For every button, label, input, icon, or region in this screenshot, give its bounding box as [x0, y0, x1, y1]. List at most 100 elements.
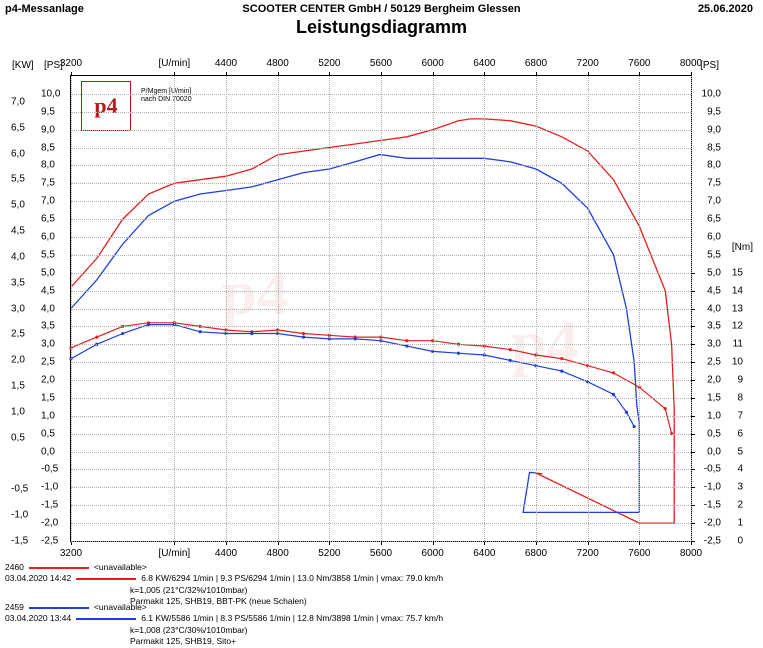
header-center: SCOOTER CENTER GmbH / 50129 Bergheim Gle…	[242, 3, 520, 15]
nm-unit-label: [Nm]	[732, 242, 753, 253]
x-tick-label: 4400	[215, 58, 237, 69]
ps-tick-label: 5,0	[41, 267, 55, 278]
ps-tick-label: 4,0	[707, 303, 721, 314]
grid-line	[71, 541, 691, 542]
ps-tick-label: 3,5	[707, 321, 721, 332]
ps-tick-label: 7,0	[41, 196, 55, 207]
grid-line	[71, 255, 691, 256]
grid-line	[71, 380, 691, 381]
ps-tick-label: 3,0	[41, 339, 55, 350]
grid-line	[71, 201, 691, 202]
kw-tick-label: 3,5	[11, 277, 25, 288]
ps-tick-label: 9,5	[41, 106, 55, 117]
series-marker	[560, 369, 563, 372]
nm-tick-label: 14	[732, 285, 743, 296]
kw-tick-label: 2,0	[11, 355, 25, 366]
grid-line	[71, 237, 691, 238]
x-tick-label: 6400	[473, 58, 495, 69]
ps-tick-label: 5,0	[707, 267, 721, 278]
ps-tick-label: 0,5	[707, 428, 721, 439]
ps-tick-label: 9,5	[707, 106, 721, 117]
kw-tick-label: 7,0	[11, 96, 25, 107]
ps-tick-label: 1,0	[707, 410, 721, 421]
ps-tick-label: 7,0	[707, 196, 721, 207]
legend-swatch	[76, 578, 136, 580]
nm-tick-label: 1	[737, 518, 743, 529]
legend-swatch	[76, 618, 136, 620]
ps-tick-label: 4,5	[41, 285, 55, 296]
x-tick-label: 3200	[60, 548, 82, 559]
ps-tick-label: 2,5	[41, 357, 55, 368]
legend-date: 03.04.2020 13:44	[5, 613, 71, 624]
grid-line	[71, 344, 691, 345]
series-line	[71, 119, 674, 523]
ps-tick-label: 1,0	[41, 410, 55, 421]
ps-tick-label: -1,0	[704, 482, 721, 493]
kw-tick-label: 3,0	[11, 303, 25, 314]
grid-line	[71, 452, 691, 453]
kw-tick-label: 5,5	[11, 174, 25, 185]
header-date: 25.06.2020	[698, 3, 753, 15]
grid-line	[71, 273, 691, 274]
x-tick-label: [U/min]	[158, 58, 190, 69]
ps-tick-label: 8,5	[41, 142, 55, 153]
legend-detail: k=1,008 (23°C/30%/1010mbar)	[5, 625, 443, 636]
series-marker	[664, 407, 667, 410]
ps-tick-label: -1,5	[704, 500, 721, 511]
ps-tick-label: 8,5	[707, 142, 721, 153]
ps-tick-label: 2,0	[41, 375, 55, 386]
series-marker	[250, 332, 253, 335]
page: p4-Messanlage SCOOTER CENTER GmbH / 5012…	[0, 0, 763, 642]
kw-tick-label: 4,5	[11, 226, 25, 237]
ps-tick-label: 1,5	[707, 392, 721, 403]
ps-unit-label-right: [PS]	[700, 60, 719, 71]
legend-swatch	[29, 607, 89, 609]
x-tick-label: 4400	[215, 548, 237, 559]
ps-tick-label: -2,5	[41, 536, 58, 547]
ps-tick-label: 0,5	[41, 428, 55, 439]
ps-tick-label: 8,0	[41, 160, 55, 171]
legend-detail: 6.8 KW/6294 1/min | 9.3 PS/6294 1/min | …	[141, 573, 443, 584]
ps-tick-label: 2,0	[707, 375, 721, 386]
grid-line	[71, 469, 691, 470]
x-tick-label: 4800	[267, 548, 289, 559]
grid-line	[71, 291, 691, 292]
legend-detail: Parmakit 125, SHB19, Sito+	[5, 636, 443, 647]
grid-line	[71, 362, 691, 363]
grid-line	[71, 487, 691, 488]
grid-line	[71, 94, 691, 95]
legend-id: 2460	[5, 562, 24, 573]
x-tick-label: [U/min]	[158, 548, 190, 559]
series-marker	[405, 339, 408, 342]
grid-line	[71, 130, 691, 131]
ps-tick-label: 6,0	[707, 231, 721, 242]
legend-detail: 6.1 KW/5586 1/min | 8.3 PS/5586 1/min | …	[141, 613, 443, 624]
ps-tick-label: 7,5	[41, 178, 55, 189]
legend-swatch	[29, 567, 89, 569]
series-marker	[121, 332, 124, 335]
kw-tick-label: 1,0	[11, 406, 25, 417]
series-marker	[354, 337, 357, 340]
series-marker	[612, 393, 615, 396]
nm-tick-label: 4	[737, 464, 743, 475]
ps-tick-label: 0,0	[41, 446, 55, 457]
nm-tick-label: 15	[732, 267, 743, 278]
series-marker	[625, 411, 628, 414]
ps-tick-label: 3,0	[707, 339, 721, 350]
x-tick-label: 3200	[60, 58, 82, 69]
ps-tick-label: -2,0	[704, 518, 721, 529]
nm-tick-label: 12	[732, 321, 743, 332]
kw-tick-label: -1,0	[11, 510, 28, 521]
series-line	[71, 155, 639, 513]
ps-tick-label: 10,0	[41, 88, 60, 99]
grid-line	[71, 416, 691, 417]
ps-tick-label: 4,0	[41, 303, 55, 314]
nm-tick-label: 8	[737, 392, 743, 403]
kw-tick-label: -1,5	[11, 536, 28, 547]
kw-tick-label: 6,5	[11, 122, 25, 133]
kw-tick-label: 1,5	[11, 381, 25, 392]
series-marker	[95, 336, 98, 339]
series-marker	[302, 332, 305, 335]
ps-tick-label: -2,0	[41, 518, 58, 529]
grid-line	[71, 219, 691, 220]
